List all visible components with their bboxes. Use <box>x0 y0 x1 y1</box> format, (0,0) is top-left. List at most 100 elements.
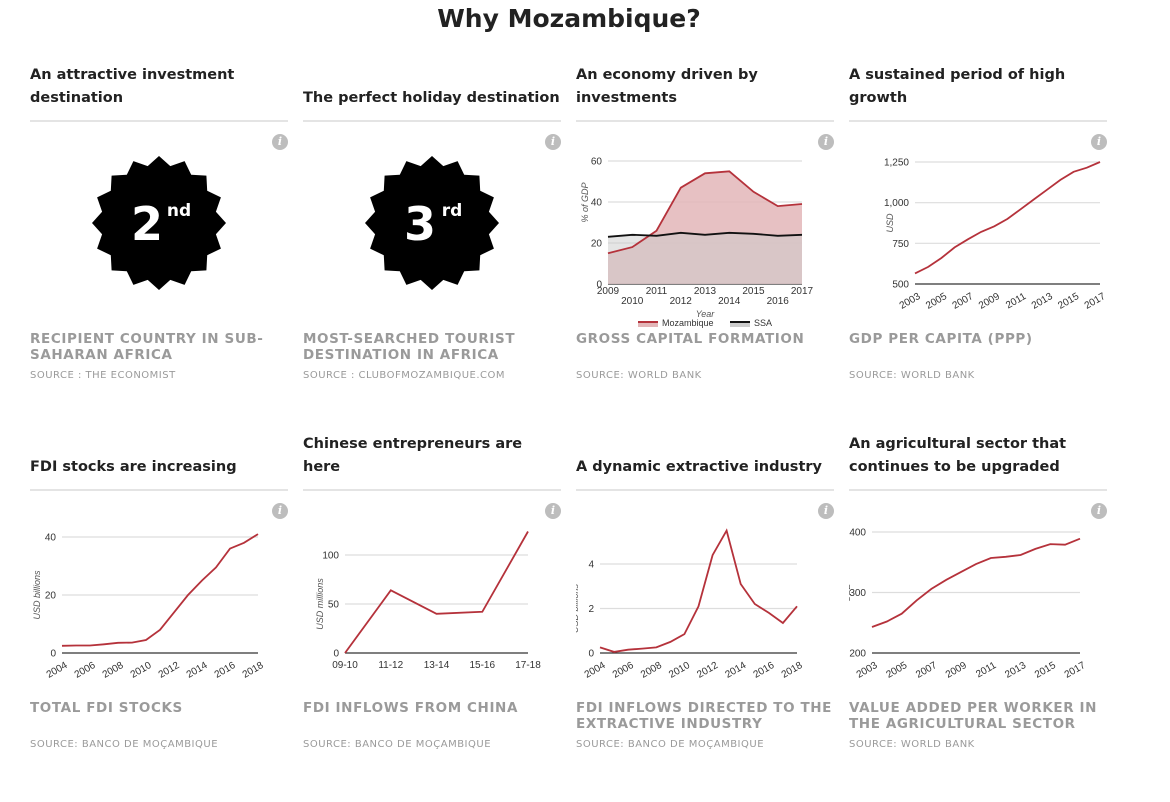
card-source: Source : The Economist <box>30 370 176 381</box>
x-tick-label: 2011 <box>646 286 668 297</box>
y-tick-label: 4 <box>588 560 594 571</box>
y-tick-label: 0 <box>50 649 56 660</box>
info-icon[interactable]: i <box>545 503 561 519</box>
x-tick-label: 2005 <box>884 660 909 681</box>
divider <box>30 489 288 491</box>
y-tick-label: 0 <box>596 280 602 291</box>
card-caption: Recipient country in Sub-Saharan Africa <box>30 331 264 363</box>
legend-swatch <box>638 322 658 327</box>
x-tick-label: 2015 <box>1056 291 1081 312</box>
card-source: Source: Banco de Moçambique <box>30 739 219 750</box>
x-tick-label: 11-12 <box>378 660 403 671</box>
x-tick-label: 2013 <box>694 286 717 297</box>
card-title-text: A sustained period of high growth <box>849 67 1066 106</box>
star-badge-icon <box>365 156 499 290</box>
card-title: A dynamic extractive industry <box>576 429 834 479</box>
card-title-text: FDI stocks are increasing <box>30 459 237 475</box>
card-caption: Gross capital formation <box>576 331 805 347</box>
x-tick-label: 2010 <box>621 296 644 307</box>
legend-label[interactable]: SSA <box>754 318 772 328</box>
x-tick-label: 2007 <box>951 291 976 312</box>
divider <box>849 120 1107 122</box>
card-title-text: An economy driven by investments <box>576 67 758 106</box>
x-tick-label: 2011 <box>1004 291 1029 311</box>
y-tick-label: 500 <box>892 280 909 291</box>
card-caption: Value added per worker in the agricultur… <box>849 700 1098 732</box>
card-caption: FDI inflows from China <box>303 700 519 716</box>
y-axis-title: USD millions <box>315 578 325 630</box>
rank-suffix: nd <box>167 201 191 221</box>
info-icon[interactable]: i <box>818 134 834 150</box>
card: An attractive investment destination i R… <box>30 60 290 400</box>
y-tick-label: 100 <box>322 551 339 562</box>
card: Chinese entrepreneurs are here i FDI inf… <box>303 429 563 769</box>
x-tick-label: 2012 <box>670 296 693 307</box>
x-tick-label: 2016 <box>752 660 777 681</box>
x-tick-label: 2009 <box>944 660 969 681</box>
x-tick-label: 2014 <box>718 296 741 307</box>
card-title-text: An agricultural sector that continues to… <box>849 436 1067 475</box>
y-tick-label: 50 <box>328 600 340 611</box>
card-source: Source : clubofmozambique.com <box>303 370 505 381</box>
info-icon[interactable]: i <box>818 503 834 519</box>
card-caption: Total FDI stocks <box>30 700 183 716</box>
divider <box>576 120 834 122</box>
divider <box>849 489 1107 491</box>
x-tick-label: 2010 <box>667 660 692 681</box>
y-tick-label: 40 <box>45 533 57 544</box>
legend-label[interactable]: Mozambique <box>662 318 714 328</box>
info-icon[interactable]: i <box>272 503 288 519</box>
x-tick-label: 2008 <box>101 660 126 681</box>
info-icon[interactable]: i <box>1091 134 1107 150</box>
x-tick-label: 2014 <box>723 660 748 681</box>
card-source: Source: World Bank <box>849 370 975 381</box>
x-tick-label: 2016 <box>767 296 790 307</box>
y-tick-label: 0 <box>588 649 594 660</box>
x-tick-label: 2012 <box>157 660 182 681</box>
x-tick-label: 2007 <box>914 660 939 681</box>
card-title-text: An attractive investment destination <box>30 67 235 106</box>
card-title-text: Chinese entrepreneurs are here <box>303 436 523 475</box>
info-icon[interactable]: i <box>1091 503 1107 519</box>
x-tick-label: 2012 <box>695 660 720 681</box>
x-tick-label: 2008 <box>639 660 664 681</box>
x-tick-label: 2011 <box>974 660 999 680</box>
card-title: A sustained period of high growth <box>849 60 1107 110</box>
y-axis-title: USD billions <box>576 583 580 633</box>
card-title-text: The perfect holiday destination <box>303 90 560 106</box>
divider <box>576 489 834 491</box>
x-tick-label: 2013 <box>1003 660 1028 681</box>
y-tick-label: 2 <box>588 604 594 615</box>
y-tick-label: 400 <box>849 528 866 539</box>
rank-suffix: rd <box>442 201 463 221</box>
x-tick-label: 2009 <box>597 286 620 297</box>
series-area <box>608 232 802 284</box>
y-tick-label: 20 <box>45 591 57 602</box>
series-line <box>871 537 1081 628</box>
x-tick-label: 09-10 <box>332 660 358 671</box>
info-icon[interactable]: i <box>272 134 288 150</box>
y-tick-label: 300 <box>849 588 866 599</box>
info-icon[interactable]: i <box>545 134 561 150</box>
x-tick-label: 13-14 <box>424 660 450 671</box>
x-tick-label: 2004 <box>45 660 70 681</box>
x-tick-label: 2017 <box>1083 291 1108 312</box>
card-caption: FDI inflows directed to the extractive i… <box>576 700 833 732</box>
y-tick-label: 40 <box>591 198 603 209</box>
series-line <box>344 531 529 654</box>
y-tick-label: 200 <box>849 649 866 660</box>
chart: 0 50 100 USD millions 09-10 11-12 13-14 15-16 17… <box>315 531 541 671</box>
x-tick-label: 2018 <box>780 660 805 681</box>
y-tick-label: 20 <box>591 239 603 250</box>
y-axis-title: USD billions <box>32 570 42 620</box>
chart: 200 300 400 USD 2003 2005 2007 2009 2011 2013 2015… <box>849 528 1088 681</box>
series-line <box>61 533 259 647</box>
card-source: Source: World Bank <box>849 739 975 750</box>
card: An economy driven by investments i Gross… <box>576 60 836 400</box>
x-tick-label: 2015 <box>742 286 765 297</box>
x-tick-label: 2003 <box>898 291 923 312</box>
